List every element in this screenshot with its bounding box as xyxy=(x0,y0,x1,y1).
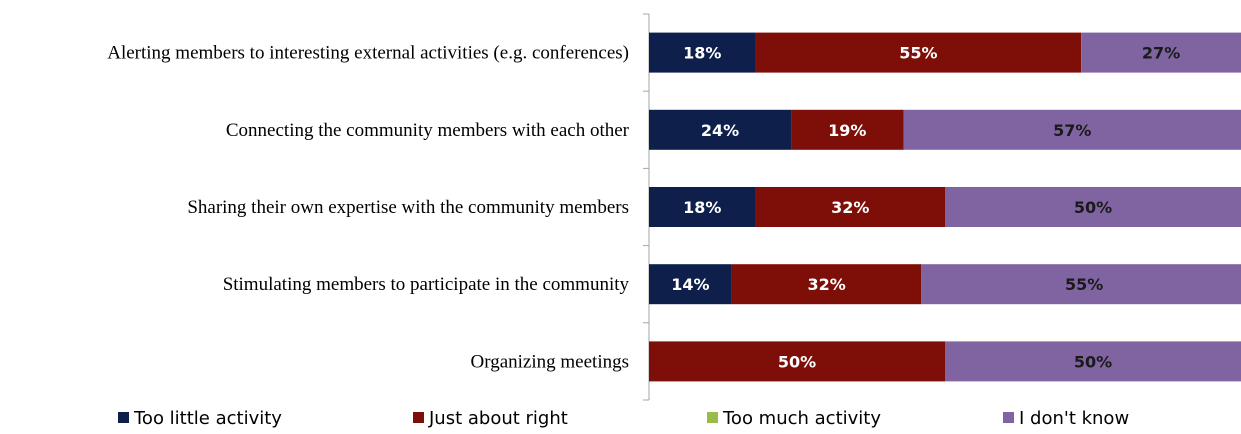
data-label: 18% xyxy=(683,44,721,63)
data-label: 19% xyxy=(828,121,866,140)
data-label: 50% xyxy=(1074,352,1112,371)
legend-swatch xyxy=(1003,412,1014,423)
data-label: 18% xyxy=(683,198,721,217)
legend-label: Just about right xyxy=(428,408,568,429)
axis-layer xyxy=(643,13,650,401)
bar-segment xyxy=(755,32,1082,73)
bars-layer: 18% 55% 27% 24% 19% 57% 18% 32% 50% 14% 32% 55% 50% 5… xyxy=(649,32,1241,382)
bar-segment xyxy=(649,109,792,150)
bar-segment xyxy=(731,264,922,305)
legend-swatch xyxy=(707,412,718,423)
bar-segment xyxy=(791,109,904,150)
category-label: Alerting members to interesting external… xyxy=(107,43,629,64)
bar-segment xyxy=(903,109,1241,150)
category-labels: Alerting members to interesting external… xyxy=(107,43,629,373)
category-label: Connecting the community members with ea… xyxy=(226,120,630,141)
bar-segment xyxy=(649,341,945,382)
bar-segment xyxy=(945,341,1241,382)
data-label: 55% xyxy=(899,44,937,63)
bar-segment xyxy=(649,32,756,73)
bar-segment xyxy=(1081,32,1241,73)
data-label: 32% xyxy=(831,198,869,217)
legend-label: Too much activity xyxy=(722,408,881,429)
data-label: 27% xyxy=(1142,44,1180,63)
category-label: Sharing their own expertise with the com… xyxy=(187,197,629,218)
category-label: Organizing meetings xyxy=(471,351,629,372)
bar-segment xyxy=(921,264,1241,305)
data-label: 50% xyxy=(778,352,816,371)
data-label: 55% xyxy=(1065,275,1103,294)
bar-segment xyxy=(649,187,756,227)
legend-swatch xyxy=(118,412,129,423)
data-label: 57% xyxy=(1053,121,1091,140)
data-label: 32% xyxy=(807,275,845,294)
legend-label: I don't know xyxy=(1019,408,1129,429)
category-label: Stimulating members to participate in th… xyxy=(223,274,630,295)
data-label: 50% xyxy=(1074,198,1112,217)
legend-label: Too little activity xyxy=(133,408,282,429)
legend: Too little activity Just about right Too m… xyxy=(118,408,1129,429)
bar-segment xyxy=(945,187,1241,227)
bar-segment xyxy=(755,187,945,227)
legend-swatch xyxy=(413,412,424,423)
data-label: 14% xyxy=(671,275,709,294)
data-label: 24% xyxy=(701,121,739,140)
bar-segment xyxy=(649,264,732,305)
